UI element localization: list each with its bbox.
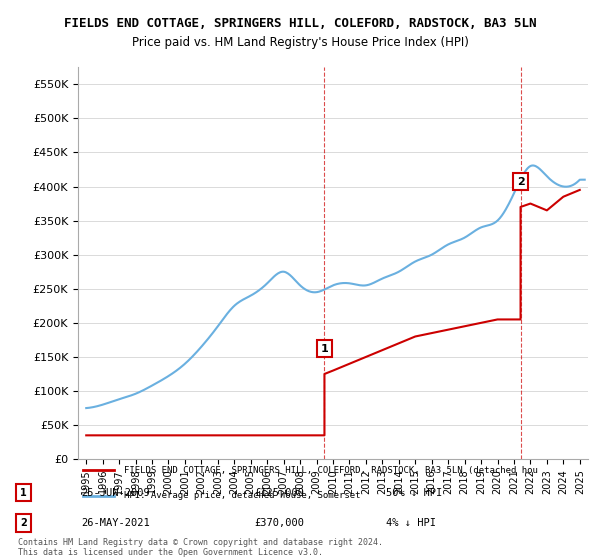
Text: HPI: Average price, detached house, Somerset: HPI: Average price, detached house, Some… bbox=[124, 492, 361, 501]
Text: FIELDS END COTTAGE, SPRINGERS HILL, COLEFORD, RADSTOCK, BA3 5LN: FIELDS END COTTAGE, SPRINGERS HILL, COLE… bbox=[64, 17, 536, 30]
Text: 2: 2 bbox=[20, 518, 27, 528]
Text: 26-MAY-2021: 26-MAY-2021 bbox=[81, 518, 150, 528]
Text: FIELDS END COTTAGE, SPRINGERS HILL, COLEFORD, RADSTOCK, BA3 5LN (detached hou: FIELDS END COTTAGE, SPRINGERS HILL, COLE… bbox=[124, 465, 538, 474]
Text: 50% ↓ HPI: 50% ↓ HPI bbox=[386, 488, 443, 497]
Text: Contains HM Land Registry data © Crown copyright and database right 2024.
This d: Contains HM Land Registry data © Crown c… bbox=[18, 538, 383, 557]
Text: £370,000: £370,000 bbox=[254, 518, 304, 528]
Text: 2: 2 bbox=[517, 176, 524, 186]
Text: 25-JUN-2009: 25-JUN-2009 bbox=[81, 488, 150, 497]
Text: 4% ↓ HPI: 4% ↓ HPI bbox=[386, 518, 436, 528]
Text: 1: 1 bbox=[20, 488, 27, 497]
Text: £125,000: £125,000 bbox=[254, 488, 304, 497]
Text: 1: 1 bbox=[320, 343, 328, 353]
Text: Price paid vs. HM Land Registry's House Price Index (HPI): Price paid vs. HM Land Registry's House … bbox=[131, 36, 469, 49]
